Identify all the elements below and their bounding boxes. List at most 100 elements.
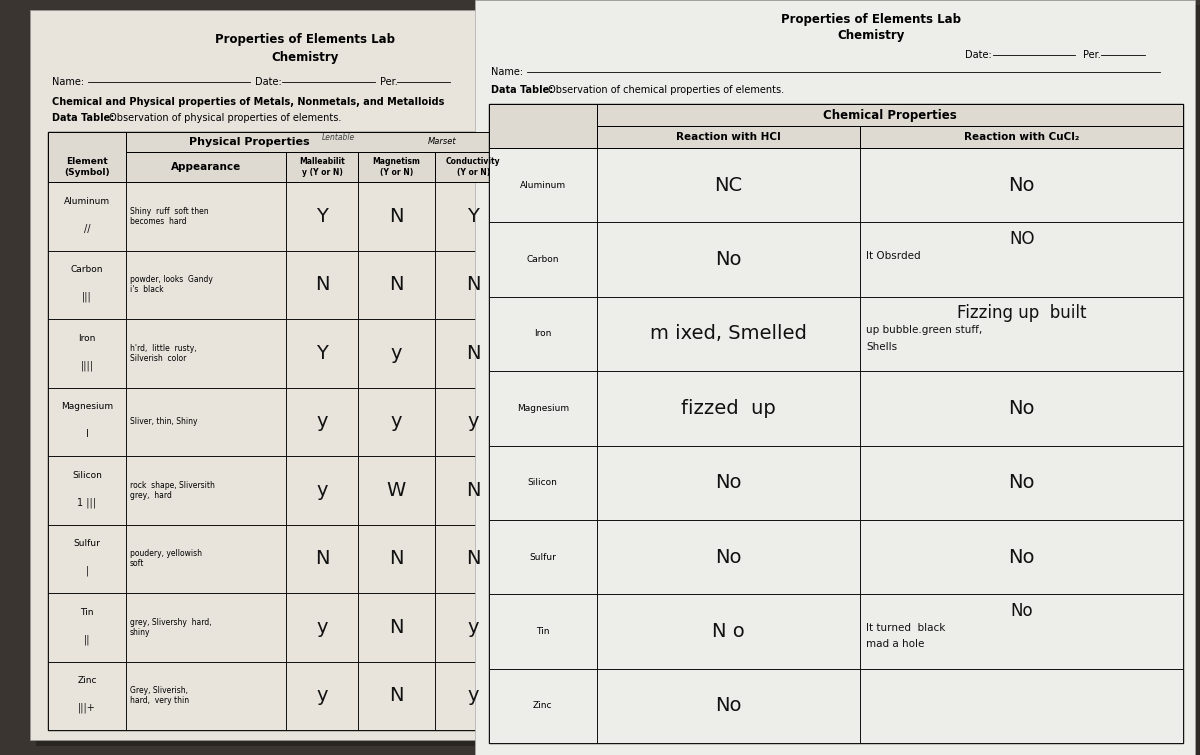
Bar (286, 456, 358, 525)
Text: ||: || (84, 634, 90, 645)
Bar (434, 387, 512, 456)
Bar (30, 10, 530, 740)
Text: No: No (1008, 547, 1034, 566)
Text: Reaction with CuCl₂: Reaction with CuCl₂ (964, 132, 1079, 142)
Bar (126, 661, 286, 730)
Text: W: W (386, 481, 406, 500)
Bar (490, 669, 596, 743)
Text: Date:: Date: (965, 50, 991, 60)
Text: Date:: Date: (256, 77, 282, 87)
Bar (860, 148, 1183, 223)
Text: y: y (468, 686, 479, 705)
Text: Sulfur: Sulfur (73, 539, 101, 548)
Bar (860, 297, 1183, 371)
Bar (860, 445, 1183, 520)
Bar (596, 104, 1183, 126)
Bar (490, 371, 596, 445)
Text: Chemical Properties: Chemical Properties (823, 109, 956, 122)
Bar (286, 593, 358, 661)
Bar (596, 223, 860, 297)
Bar (48, 251, 126, 319)
Text: powder, looks  Gandy
i's  black: powder, looks Gandy i's black (130, 275, 212, 294)
Text: Carbon: Carbon (527, 255, 559, 264)
Text: up bubble.green stuff,: up bubble.green stuff, (866, 325, 983, 335)
Bar (434, 593, 512, 661)
Text: Properties of Elements Lab: Properties of Elements Lab (781, 14, 961, 26)
Text: No: No (715, 696, 742, 715)
Text: Reaction with HCI: Reaction with HCI (676, 132, 781, 142)
Bar (358, 661, 434, 730)
Text: No: No (1008, 473, 1034, 492)
Bar (482, 5, 1200, 755)
Bar (36, 16, 536, 746)
Bar (358, 152, 434, 182)
Text: Lentable: Lentable (322, 132, 355, 141)
Text: Malleabilit
y (Y or N): Malleabilit y (Y or N) (299, 157, 344, 177)
Bar (126, 152, 286, 182)
Bar (596, 445, 860, 520)
Text: Zinc: Zinc (77, 676, 97, 686)
Text: y: y (390, 344, 402, 362)
Bar (490, 223, 596, 297)
Text: No: No (715, 250, 742, 269)
Text: Properties of Elements Lab: Properties of Elements Lab (215, 33, 395, 47)
Text: grey, Slivershy  hard,
shiny: grey, Slivershy hard, shiny (130, 618, 211, 637)
Text: Shiny  ruff  soft then
becomes  hard: Shiny ruff soft then becomes hard (130, 207, 209, 226)
Bar (490, 594, 596, 669)
Text: Fizzing up  built: Fizzing up built (956, 304, 1086, 322)
Text: N: N (466, 549, 480, 569)
Text: Per.: Per. (380, 77, 397, 87)
Text: N: N (466, 276, 480, 294)
Bar (48, 456, 126, 525)
Text: N: N (389, 618, 403, 636)
Text: NC: NC (714, 176, 743, 195)
Text: Aluminum: Aluminum (520, 180, 566, 190)
Bar (860, 669, 1183, 743)
Bar (860, 126, 1183, 148)
Text: Observation of physical properties of elements.: Observation of physical properties of el… (106, 113, 341, 123)
Text: |||+: |||+ (78, 703, 96, 713)
Text: h'rd,  little  rusty,
Silverish  color: h'rd, little rusty, Silverish color (130, 344, 197, 363)
Bar (48, 319, 126, 387)
Bar (860, 594, 1183, 669)
Text: Sliver, thin, Shiny: Sliver, thin, Shiny (130, 418, 198, 427)
Bar (126, 319, 286, 387)
Bar (48, 661, 126, 730)
Bar (490, 297, 596, 371)
Text: Shells: Shells (866, 341, 898, 352)
Text: Iron: Iron (534, 329, 552, 338)
Text: N: N (314, 276, 329, 294)
Text: Name:: Name: (52, 77, 84, 87)
Bar (434, 182, 512, 251)
Bar (286, 152, 358, 182)
Bar (48, 182, 126, 251)
Bar (286, 525, 358, 593)
Bar (860, 371, 1183, 445)
Bar (475, 0, 1195, 755)
Text: 1 |||: 1 ||| (78, 498, 96, 508)
Text: fizzed  up: fizzed up (682, 399, 776, 418)
Bar (490, 445, 596, 520)
Bar (434, 319, 512, 387)
Text: Silicon: Silicon (528, 478, 558, 487)
Text: Carbon: Carbon (71, 265, 103, 274)
Bar (48, 132, 512, 730)
Text: N: N (314, 549, 329, 569)
Bar (126, 456, 286, 525)
Text: Y: Y (467, 207, 479, 226)
Text: y: y (390, 412, 402, 431)
Text: N: N (389, 686, 403, 705)
Bar (596, 520, 860, 594)
Text: y: y (317, 412, 328, 431)
Bar (286, 387, 358, 456)
Text: No: No (715, 547, 742, 566)
Bar (126, 251, 286, 319)
Bar (596, 371, 860, 445)
Text: Observation of chemical properties of elements.: Observation of chemical properties of el… (545, 85, 784, 95)
Text: //: // (84, 223, 90, 233)
Text: Physical Properties: Physical Properties (190, 137, 310, 147)
Text: Chemical and Physical properties of Metals, Nonmetals, and Metalloids: Chemical and Physical properties of Meta… (52, 97, 444, 107)
Text: Conductivity
(Y or N): Conductivity (Y or N) (446, 157, 500, 177)
Text: Zinc: Zinc (533, 701, 552, 710)
Bar (434, 661, 512, 730)
